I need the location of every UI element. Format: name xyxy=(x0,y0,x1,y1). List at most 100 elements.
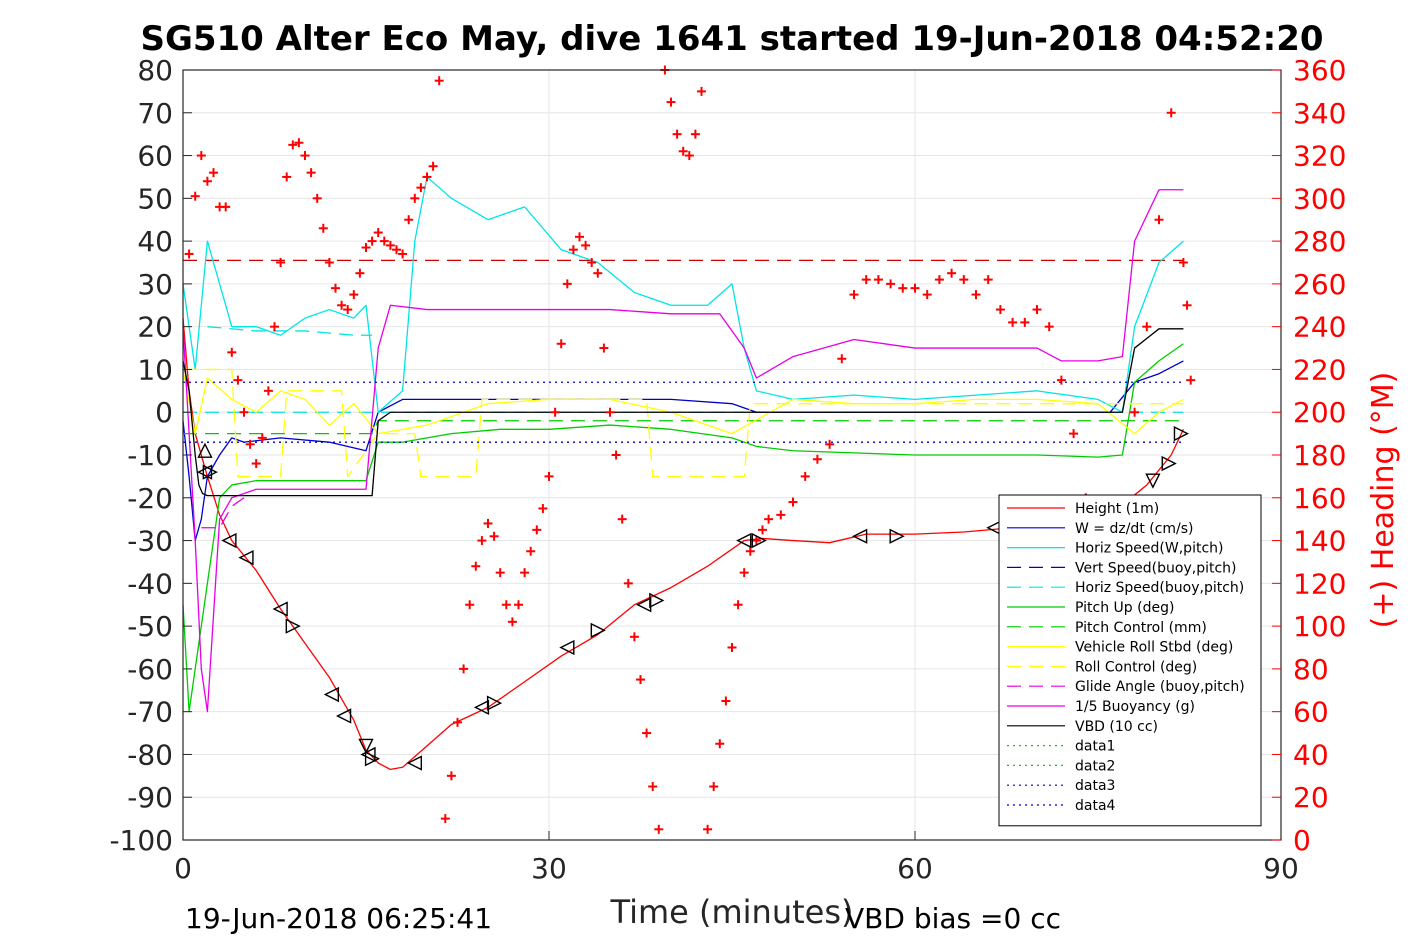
triangle-marker-right xyxy=(889,528,905,544)
legend-entry-label: Horiz Speed(buoy,pitch) xyxy=(1075,580,1244,596)
heading-marker xyxy=(392,245,401,255)
left-tick-label: -30 xyxy=(127,525,173,558)
triangle-marker-right xyxy=(590,622,606,639)
heading-marker xyxy=(1154,215,1164,225)
footer-timestamp: 19-Jun-2018 06:25:41 xyxy=(185,902,492,935)
heading-marker xyxy=(453,717,462,727)
heading-marker xyxy=(593,268,603,278)
right-tick-label: 360 xyxy=(1293,54,1346,87)
x-tick-label: 0 xyxy=(174,852,192,885)
legend-entry-label: data1 xyxy=(1075,739,1115,755)
heading-marker xyxy=(812,454,822,464)
heading-marker xyxy=(1178,258,1188,267)
heading-marker xyxy=(825,439,835,449)
heading-marker xyxy=(910,283,920,293)
triangle-markers xyxy=(196,425,1190,771)
heading-marker xyxy=(1020,317,1030,327)
heading-marker xyxy=(690,129,700,139)
left-tick-label: 30 xyxy=(137,268,173,301)
heading-marker xyxy=(422,172,432,182)
heading-marker xyxy=(898,283,908,293)
heading-marker xyxy=(190,191,200,201)
series-line-pitch-control-mm xyxy=(183,420,1184,435)
heading-marker xyxy=(617,514,627,524)
right-tick-label: 0 xyxy=(1293,824,1311,857)
legend-entry-label: Roll Control (deg) xyxy=(1075,659,1197,675)
triangle-marker-left xyxy=(360,746,376,763)
legend-entry-label: Pitch Control (mm) xyxy=(1075,620,1207,636)
heading-marker xyxy=(587,258,597,267)
legend-entry-label: data3 xyxy=(1075,778,1115,794)
left-tick-label: -70 xyxy=(127,696,173,729)
right-tick-label: 340 xyxy=(1293,97,1346,130)
right-tick-label: 320 xyxy=(1293,140,1346,173)
heading-marker xyxy=(1182,300,1192,310)
heading-marker xyxy=(648,782,658,792)
triangle-marker-left xyxy=(323,686,340,703)
heading-marker xyxy=(404,215,414,225)
footer-vbd-bias: VBD bias =0 cc xyxy=(845,902,1061,935)
series-line-roll-control-deg xyxy=(183,368,1184,478)
triangle-marker-right xyxy=(751,532,767,549)
left-tick-label: -10 xyxy=(127,439,173,472)
right-tick-label: 240 xyxy=(1293,311,1346,344)
heading-marker xyxy=(709,782,719,792)
series-line-vbd-10-cc xyxy=(182,328,1184,497)
heading-marker xyxy=(623,578,633,588)
left-tick-label: -60 xyxy=(127,653,173,686)
heading-marker xyxy=(440,814,450,824)
legend: Height (1m) W = dz/dt (cm/s) Horiz Speed(W… xyxy=(998,494,1262,827)
triangle-marker-right xyxy=(1173,425,1190,442)
right-tick-label: 80 xyxy=(1293,653,1329,686)
heading-marker xyxy=(1130,407,1140,417)
right-tick-label: 180 xyxy=(1293,439,1346,472)
heading-marker xyxy=(788,497,798,507)
heading-marker xyxy=(489,531,499,541)
heading-marker xyxy=(324,258,334,267)
legend-entry-label: VBD (10 cc) xyxy=(1075,719,1158,735)
heading-marker xyxy=(849,290,859,300)
heading-marker xyxy=(629,632,639,642)
triangle-marker-up xyxy=(197,442,213,458)
triangle-marker-right xyxy=(1161,455,1177,472)
right-tick-label: 120 xyxy=(1293,567,1346,600)
heading-marker xyxy=(373,228,383,238)
right-tick-label: 140 xyxy=(1293,525,1346,558)
legend-entry-label: Pitch Up (deg) xyxy=(1075,600,1174,616)
heading-marker xyxy=(471,561,481,571)
heading-marker xyxy=(276,258,286,267)
left-tick-label: -40 xyxy=(127,567,173,600)
right-tick-label: 20 xyxy=(1293,781,1329,814)
heading-marker xyxy=(294,138,304,148)
heading-marker xyxy=(654,824,664,834)
heading-marker xyxy=(367,236,377,246)
heading-marker xyxy=(678,146,688,156)
x-axis-label: Time (minutes) xyxy=(610,893,854,931)
triangle-marker-left xyxy=(852,528,868,544)
triangle-marker-right xyxy=(202,464,218,480)
heading-marker xyxy=(361,243,371,253)
right-tick-label: 160 xyxy=(1293,482,1346,515)
heading-marker xyxy=(532,525,542,535)
heading-marker xyxy=(1142,322,1152,332)
heading-marker xyxy=(715,739,725,749)
left-tick-label: 60 xyxy=(137,140,173,173)
heading-marker xyxy=(446,771,456,781)
legend-box xyxy=(998,494,1262,827)
heading-marker xyxy=(288,140,298,150)
heading-marker xyxy=(764,514,774,524)
triangle-marker-left xyxy=(238,550,254,566)
heading-marker xyxy=(642,728,652,738)
heading-marker xyxy=(257,433,267,443)
heading-marker xyxy=(385,240,395,250)
heading-marker xyxy=(672,129,682,139)
heading-marker xyxy=(538,503,548,513)
right-tick-label: 60 xyxy=(1293,696,1329,729)
heading-marker xyxy=(605,407,615,417)
left-tick-label: 80 xyxy=(137,54,173,87)
heading-marker xyxy=(721,696,731,706)
heading-marker xyxy=(922,290,932,300)
heading-marker xyxy=(745,546,755,556)
heading-marker xyxy=(495,568,505,578)
left-tick-label: 10 xyxy=(137,353,173,386)
